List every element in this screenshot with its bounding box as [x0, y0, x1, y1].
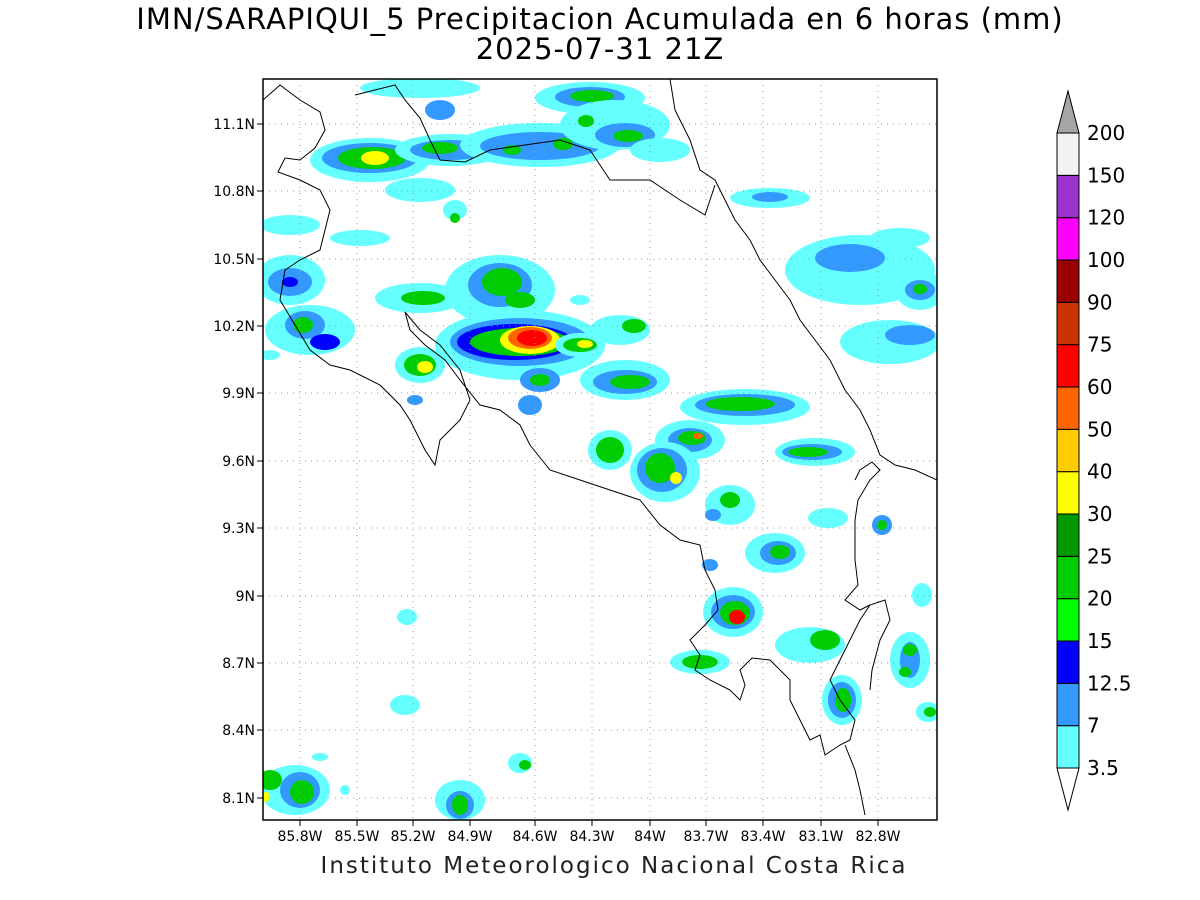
colorbar-label: 30 — [1087, 502, 1112, 526]
colorbar-label: 60 — [1087, 375, 1112, 399]
pacific-coastline — [263, 84, 891, 756]
longitude-tick-label: 84.6W — [512, 829, 557, 845]
colorbar-swatch — [1056, 174, 1080, 219]
colorbar-swatch — [1056, 428, 1080, 473]
precip-cell — [390, 508, 937, 773]
coastlines-and-borders — [263, 79, 937, 816]
latitude-tick-label: 10.2N — [213, 319, 255, 335]
latitude-tick-label: 9N — [236, 589, 255, 605]
colorbar-label: 150 — [1087, 163, 1125, 187]
latitude-tick-label: 10.5N — [213, 252, 255, 268]
precip-cell — [263, 215, 650, 360]
latitude-tick-label: 8.1N — [222, 791, 255, 807]
costa-rica-panama-border — [844, 461, 881, 611]
latitude-tick-label: 10.8N — [213, 184, 255, 200]
latitude-tick-label: 9.9N — [222, 386, 255, 402]
colorbar-swatch — [1056, 555, 1080, 600]
map-plot-frame — [262, 78, 938, 821]
latitude-tick-label: 11.1N — [213, 117, 255, 133]
osa-peninsula-coast — [844, 744, 866, 816]
colorbar-swatch — [1056, 725, 1080, 769]
map-gridlines — [263, 79, 937, 820]
colorbar-label: 7 — [1087, 714, 1100, 738]
colorbar-labels: 3.5 7 12.5 15 20 25 30 40 50 60 75 90 100 120 150 200 — [1087, 121, 1132, 780]
longitude-tick-label: 83.7W — [683, 829, 728, 845]
colorbar-label: 200 — [1087, 121, 1125, 145]
colorbar-swatch — [1056, 640, 1080, 684]
latitude-tick-labels: 11.1N 10.8N 10.5N 10.2N 9.9N 9.6N 9.3N 9N 8.7N 8.… — [213, 117, 255, 807]
longitude-ticks — [299, 820, 879, 826]
caribbean-coastline — [669, 79, 937, 481]
map-title: IMN/SARAPIQUI_5 Precipitacion Acumulada … — [136, 2, 1064, 36]
longitude-tick-label: 85.2W — [390, 829, 435, 845]
latitude-tick-label: 9.3N — [222, 521, 255, 537]
colorbar-label: 25 — [1087, 544, 1112, 568]
colorbar-swatch — [1056, 301, 1080, 346]
longitude-tick-label: 85.5W — [334, 829, 379, 845]
colorbar-swatch — [1056, 344, 1080, 388]
longitude-tick-label: 84W — [634, 829, 666, 845]
colorbar-label: 3.5 — [1087, 756, 1119, 780]
longitude-tick-label: 84.3W — [569, 829, 614, 845]
latitude-tick-label: 8.7N — [222, 656, 255, 672]
precip-cell — [580, 228, 937, 525]
map-subtitle-date: 2025-07-31 21Z — [475, 32, 725, 66]
latitude-ticks — [257, 123, 263, 799]
colorbar-label: 75 — [1087, 333, 1112, 357]
colorbar-swatch — [1056, 598, 1080, 642]
colorbar-label: 15 — [1087, 629, 1112, 653]
colorbar-label: 90 — [1087, 290, 1112, 314]
footer-credit: Instituto Meteorologico Nacional Costa R… — [320, 853, 908, 879]
colorbar-swatch — [1056, 259, 1080, 303]
colorbar-swatch — [1056, 132, 1080, 176]
longitude-tick-label: 85.8W — [277, 829, 322, 845]
precip-cell — [310, 79, 810, 223]
precip-cell — [263, 753, 485, 820]
colorbar-label: 50 — [1087, 417, 1112, 441]
nicaragua-costa-rica-border — [354, 84, 716, 216]
longitude-tick-label: 83.4W — [740, 829, 785, 845]
colorbar-label: 100 — [1087, 248, 1125, 272]
colorbar-swatch — [1056, 471, 1080, 515]
colorbar-swatch — [1056, 217, 1080, 261]
colorbar-label: 20 — [1087, 587, 1112, 611]
colorbar-swatch — [1056, 513, 1080, 557]
colorbar-under-triangle — [1056, 767, 1080, 812]
colorbar-label: 120 — [1087, 206, 1125, 230]
precip-cell — [395, 310, 605, 415]
longitude-tick-label: 82.8W — [855, 829, 900, 845]
latitude-tick-label: 8.4N — [222, 723, 255, 739]
longitude-tick-label: 84.9W — [447, 829, 492, 845]
colorbar-swatch — [1056, 682, 1080, 727]
latitude-tick-label: 9.6N — [222, 454, 255, 470]
colorbar-over-triangle — [1056, 89, 1080, 134]
colorbar — [1056, 89, 1080, 812]
colorbar-label: 40 — [1087, 460, 1112, 484]
colorbar-label: 12.5 — [1087, 671, 1132, 695]
colorbar-swatch — [1056, 386, 1080, 430]
longitude-tick-label: 83.1W — [798, 829, 843, 845]
precipitation-field — [263, 79, 937, 820]
longitude-tick-labels: 85.8W 85.5W 85.2W 84.9W 84.6W 84.3W 84W 83.7W 83… — [277, 829, 900, 845]
